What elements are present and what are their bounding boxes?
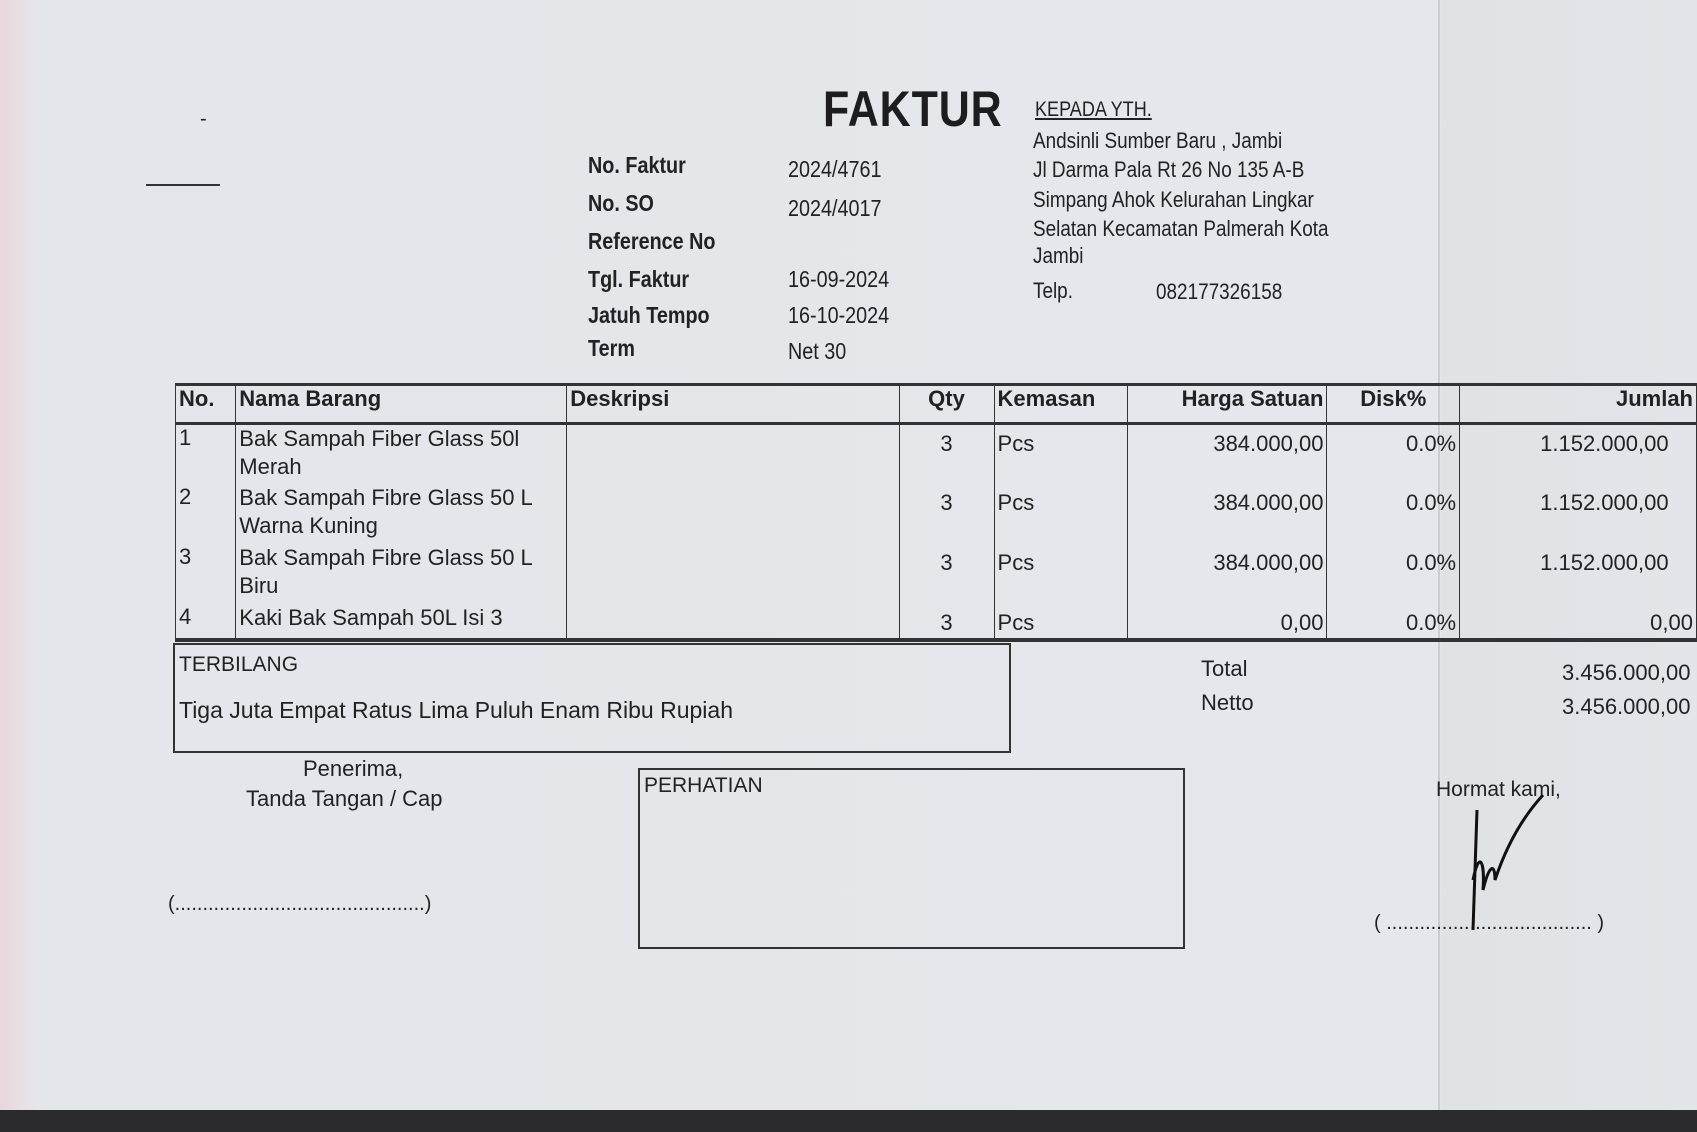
recipient-line: Jambi	[1033, 243, 1084, 268]
receiver-sublabel: Tanda Tangan / Cap	[246, 786, 443, 811]
receiver-label: Penerima,	[303, 756, 404, 781]
row-name: Bak Sampah Fibre Glass 50 L Warna Kuning	[235, 483, 568, 544]
notice-box: PERHATIAN	[638, 768, 1185, 949]
terbilang-box: TERBILANG Tiga Juta Empat Ratus Lima Pul…	[173, 643, 1011, 753]
row-discount: 0.0%	[1326, 603, 1461, 642]
table-row: 3 Bak Sampah Fibre Glass 50 L Biru 3 Pcs…	[174, 543, 1697, 604]
field-value-no-faktur: 2024/4761	[788, 156, 882, 182]
col-name: Nama Barang	[235, 383, 568, 425]
recipient-line: Andsinli Sumber Baru , Jambi	[1033, 128, 1283, 153]
col-description: Deskripsi	[566, 383, 900, 425]
col-no: No.	[174, 383, 237, 425]
col-total: Jumlah	[1459, 383, 1697, 425]
row-description	[566, 423, 900, 484]
row-price: 384.000,00	[1127, 483, 1328, 544]
row-total: 1.152.000,00	[1459, 423, 1697, 484]
field-value-tgl-faktur: 16-09-2024	[788, 266, 890, 292]
receiver-signature-line: (.......................................…	[168, 893, 432, 915]
row-description	[566, 543, 900, 604]
row-discount: 0.0%	[1326, 543, 1461, 604]
row-name: Kaki Bak Sampah 50L Isi 3	[235, 603, 568, 642]
row-name: Bak Sampah Fibre Glass 50 L Biru	[235, 543, 568, 604]
field-label-no-so: No. SO	[588, 190, 654, 216]
row-no: 3	[174, 543, 237, 604]
row-price: 0,00	[1127, 603, 1328, 642]
field-label-reference: Reference No	[588, 228, 716, 254]
field-label-tgl-faktur: Tgl. Faktur	[588, 266, 690, 292]
terbilang-text: Tiga Juta Empat Ratus Lima Puluh Enam Ri…	[179, 697, 733, 723]
field-label-no-faktur: No. Faktur	[588, 152, 686, 178]
row-total: 1.152.000,00	[1459, 483, 1697, 544]
field-value-term: Net 30	[788, 338, 847, 364]
row-unit: Pcs	[993, 543, 1129, 604]
recipient-heading: KEPADA YTH.	[1035, 98, 1152, 121]
terbilang-label: TERBILANG	[179, 653, 299, 676]
row-qty: 3	[898, 543, 995, 604]
field-value-jatuh-tempo: 16-10-2024	[788, 302, 890, 328]
netto-value: 3.456.000,00	[1562, 694, 1691, 719]
row-unit: Pcs	[993, 423, 1129, 484]
row-price: 384.000,00	[1127, 543, 1328, 604]
row-total: 1.152.000,00	[1459, 543, 1697, 604]
field-value-no-so: 2024/4017	[788, 195, 882, 221]
row-description	[566, 483, 900, 544]
recipient-line: Selatan Kecamatan Palmerah Kota	[1033, 216, 1329, 241]
row-total: 0,00	[1459, 603, 1697, 642]
table-row: 1 Bak Sampah Fiber Glass 50l Merah 3 Pcs…	[174, 423, 1697, 484]
table-row: 2 Bak Sampah Fibre Glass 50 L Warna Kuni…	[174, 483, 1697, 544]
netto-label: Netto	[1201, 690, 1254, 715]
row-qty: 3	[898, 483, 995, 544]
col-discount: Disk%	[1326, 383, 1461, 425]
sender-signature-line: ( ..................................... …	[1374, 912, 1605, 934]
col-qty: Qty	[898, 383, 995, 425]
signature-mark	[1471, 793, 1545, 931]
row-qty: 3	[898, 603, 995, 642]
stray-mark: -	[200, 108, 207, 130]
row-description	[566, 603, 900, 642]
row-price: 384.000,00	[1127, 423, 1328, 484]
row-unit: Pcs	[993, 603, 1129, 642]
row-no: 4	[174, 603, 237, 642]
field-label-jatuh-tempo: Jatuh Tempo	[588, 302, 710, 328]
recipient-phone-label: Telp.	[1033, 278, 1073, 303]
row-no: 2	[174, 483, 237, 544]
row-unit: Pcs	[993, 483, 1129, 544]
regards-label: Hormat kami,	[1436, 778, 1561, 801]
col-price: Harga Satuan	[1127, 383, 1328, 425]
total-value: 3.456.000,00	[1562, 660, 1691, 685]
stray-line	[146, 184, 220, 186]
table-row: 4 Kaki Bak Sampah 50L Isi 3 3 Pcs 0,00 0…	[174, 603, 1697, 642]
row-discount: 0.0%	[1326, 423, 1461, 484]
recipient-phone: 082177326158	[1156, 279, 1283, 304]
items-table: No. Nama Barang Deskripsi Qty Kemasan Ha…	[174, 383, 1697, 642]
table-header-row: No. Nama Barang Deskripsi Qty Kemasan Ha…	[174, 383, 1697, 425]
col-unit: Kemasan	[993, 383, 1129, 425]
recipient-line: Jl Darma Pala Rt 26 No 135 A-B	[1033, 157, 1305, 182]
notice-label: PERHATIAN	[644, 774, 763, 797]
field-label-term: Term	[588, 335, 635, 361]
row-no: 1	[174, 423, 237, 484]
total-label: Total	[1201, 656, 1248, 681]
row-name: Bak Sampah Fiber Glass 50l Merah	[235, 423, 568, 484]
recipient-line: Simpang Ahok Kelurahan Lingkar	[1033, 187, 1314, 212]
row-discount: 0.0%	[1326, 483, 1461, 544]
row-qty: 3	[898, 423, 995, 484]
document-title: FAKTUR	[823, 81, 1003, 137]
